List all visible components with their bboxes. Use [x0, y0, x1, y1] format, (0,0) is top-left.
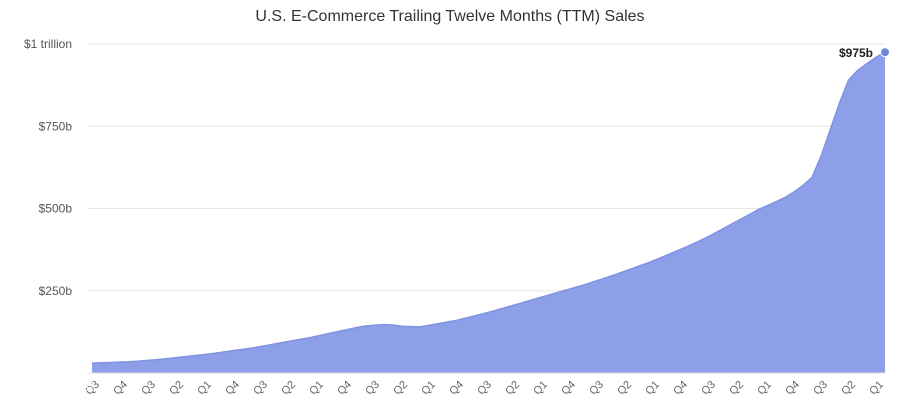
y-tick-label: $500b — [39, 202, 73, 216]
x-tick-label: Q1 — [643, 379, 662, 398]
x-tick-label: Q1 — [195, 379, 214, 398]
area-fill — [92, 52, 885, 373]
x-tick-label: Q2 — [615, 379, 634, 398]
y-tick-label: $250b — [39, 284, 73, 298]
x-tick-label: Q2 — [391, 379, 410, 398]
x-tick-label: Q3 — [811, 379, 830, 398]
x-tick-label: Q2 — [727, 379, 746, 398]
x-tick-label: Q1 — [755, 379, 774, 398]
series-area: $975b — [88, 46, 890, 374]
chart-title: U.S. E-Commerce Trailing Twelve Months (… — [255, 8, 644, 25]
x-tick-label: Q3 — [587, 379, 606, 398]
watermark: ❁ 大数跨境 — [10, 377, 94, 393]
x-tick-label: Q4 — [223, 379, 242, 398]
x-tick-label: Q2 — [503, 379, 522, 398]
x-axis: Q3 Q4 Q3 Q2 Q1 Q4 Q3 Q2 Q1 Q4 Q3 Q2 Q1 Q4 Q3 Q2 Q1 Q4 Q3 Q2… — [83, 379, 886, 398]
x-tick-label: Q4 — [559, 379, 578, 398]
series-line — [91, 51, 886, 364]
x-tick-label: Q1 — [867, 379, 886, 398]
x-tick-label: Q4 — [783, 379, 802, 398]
y-tick-label: $1 trillion — [24, 37, 72, 51]
end-point-marker — [880, 47, 890, 58]
x-tick-label: Q3 — [363, 379, 382, 398]
y-axis: $250b $500b $750b $1 trillion — [24, 37, 72, 298]
x-tick-label: Q3 — [475, 379, 494, 398]
x-tick-label: Q3 — [139, 379, 158, 398]
x-tick-label: Q4 — [447, 379, 466, 398]
x-tick-label: Q2 — [839, 379, 858, 398]
watermark-text: 大数跨境 — [42, 378, 94, 393]
end-point-label: $975b — [839, 46, 873, 60]
wechat-icon: ❁ — [10, 377, 22, 393]
x-tick-label: Q4 — [671, 379, 690, 398]
x-tick-label: Q4 — [111, 379, 130, 398]
x-tick-label: Q1 — [307, 379, 326, 398]
x-tick-label: Q1 — [531, 379, 550, 398]
x-tick-label: Q3 — [251, 379, 270, 398]
x-tick-label: Q2 — [279, 379, 298, 398]
y-tick-label: $750b — [39, 119, 73, 133]
x-tick-label: Q1 — [419, 379, 438, 398]
x-tick-label: Q3 — [699, 379, 718, 398]
x-tick-label: Q4 — [335, 379, 354, 398]
x-tick-label: Q2 — [167, 379, 186, 398]
